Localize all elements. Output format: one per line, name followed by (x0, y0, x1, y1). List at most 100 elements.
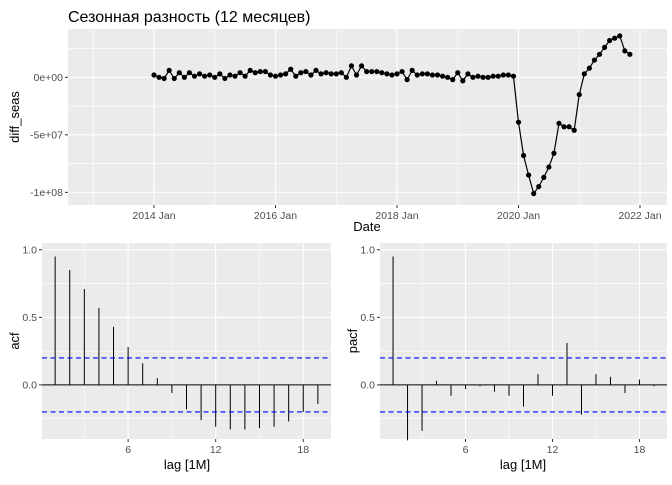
data-point (561, 124, 567, 130)
data-point (475, 73, 481, 79)
top-series-line (151, 33, 633, 197)
top-axes: 2014 Jan 2016 Jan 2018 Jan 2020 Jan 2022 Jan… (30, 72, 662, 222)
data-point (237, 70, 243, 76)
data-point (490, 73, 496, 79)
data-point (445, 74, 451, 80)
data-point (485, 74, 491, 80)
acf-y-tick-label: 0.5 (22, 312, 37, 324)
data-point (196, 71, 203, 77)
data-point (323, 70, 329, 76)
data-point (252, 70, 258, 76)
data-point (450, 77, 456, 83)
acf-axes: 6 12 18 0.0 0.5 1.0 (22, 244, 309, 456)
top-y-axis-title: diff_seas (7, 91, 22, 143)
top-chart-title: Сезонная разность (12 месяцев) (68, 9, 310, 26)
data-point (404, 77, 410, 83)
acf-plot-panel (42, 243, 331, 439)
data-point (439, 73, 446, 79)
data-point (176, 70, 182, 76)
top-x-tick-label: 2020 Jan (497, 210, 540, 222)
data-point (283, 71, 289, 77)
data-point (191, 73, 198, 79)
acf-y-tick-label: 1.0 (22, 244, 37, 256)
data-point (409, 67, 415, 74)
data-point (333, 71, 339, 77)
data-point (308, 72, 314, 78)
data-point (576, 91, 582, 98)
data-point (242, 73, 248, 79)
data-point (293, 73, 299, 79)
data-point (515, 119, 522, 125)
data-point (394, 71, 400, 77)
acf-x-tick-label: 12 (210, 444, 222, 456)
pacf-bars (380, 256, 667, 441)
data-point (571, 127, 577, 133)
data-point (505, 72, 511, 78)
top-x-tick-label: 2022 Jan (618, 210, 661, 222)
data-point (171, 75, 177, 82)
data-point (581, 71, 587, 77)
data-point (222, 75, 228, 82)
data-point (338, 70, 344, 76)
data-point (455, 70, 461, 76)
data-point (500, 72, 506, 78)
pacf-axes: 6 12 18 0.0 0.5 1.0 (360, 244, 645, 456)
data-point (186, 70, 193, 76)
data-point (313, 67, 319, 74)
data-point (541, 174, 547, 180)
pacf-x-tick-label: 12 (547, 444, 559, 456)
data-point (495, 73, 501, 79)
data-point (617, 33, 623, 39)
data-point (465, 71, 471, 77)
data-point (348, 63, 355, 69)
data-point (212, 74, 218, 80)
data-point (480, 74, 486, 80)
pacf-y-tick-label: 1.0 (360, 244, 375, 256)
pacf-y-axis-title: pacf (345, 328, 360, 353)
data-point (627, 51, 633, 57)
data-point (622, 48, 628, 54)
pacf-plot-panel (380, 243, 667, 441)
pacf-y-tick-label: 0.0 (360, 379, 375, 391)
top-x-tick-label: 2018 Jan (375, 210, 418, 222)
top-y-tick-label: -1e+08 (30, 187, 63, 199)
data-point (364, 68, 370, 75)
data-point (470, 74, 476, 80)
top-major-gridlines (68, 29, 667, 205)
data-point (227, 72, 233, 78)
pacf-panel-background (380, 243, 667, 439)
top-y-tick-label: 0e+00 (34, 72, 64, 84)
pacf-y-tick-label: 0.5 (360, 312, 375, 324)
data-point (399, 68, 405, 75)
acf-x-tick-label: 18 (297, 444, 309, 456)
data-point (257, 68, 263, 75)
top-x-axis-title: Date (353, 219, 380, 234)
data-point (358, 63, 365, 69)
data-point (596, 51, 603, 57)
top-minor-gridlines (68, 29, 667, 205)
acf-panel-background (42, 243, 331, 439)
data-point (277, 72, 284, 78)
acf-y-axis-title: acf (7, 332, 22, 350)
top-y-tick-label: -5e+07 (30, 129, 63, 141)
data-point (556, 120, 562, 126)
data-point (298, 70, 304, 76)
acf-x-tick-label: 6 (125, 444, 131, 456)
top-panel-background (68, 29, 667, 205)
data-point (566, 124, 572, 130)
data-point (232, 73, 238, 79)
data-point (272, 73, 279, 79)
data-point (424, 71, 430, 77)
data-point (612, 35, 618, 41)
data-point (207, 72, 213, 78)
data-point (303, 68, 309, 75)
data-point (434, 72, 441, 78)
data-point (202, 73, 208, 79)
data-point (531, 190, 537, 197)
data-point (288, 66, 294, 72)
data-point (601, 44, 608, 51)
data-point (607, 37, 613, 44)
acf-bars (42, 256, 331, 430)
data-point (510, 73, 517, 79)
pacf-x-axis-title: lag [1M] (500, 457, 546, 472)
